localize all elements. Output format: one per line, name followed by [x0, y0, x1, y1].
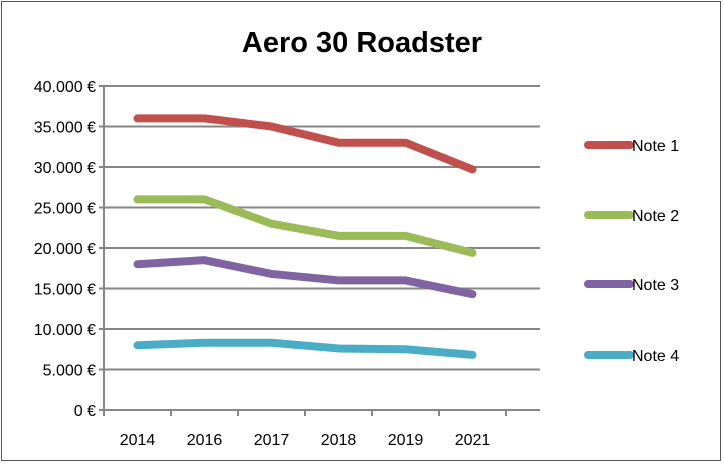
legend-label: Note 4: [632, 348, 679, 365]
x-tick-label: 2018: [321, 432, 357, 449]
x-tick-label: 2014: [120, 432, 156, 449]
y-tick-label: 15.000 €: [34, 282, 96, 299]
series-line-note-2: [133, 195, 477, 257]
series-line-note-1: [133, 114, 477, 174]
legend-label: Note 2: [632, 208, 679, 225]
series-line-note-4: [133, 338, 477, 359]
y-tick-label: 10.000 €: [34, 322, 96, 339]
y-tick-label: 20.000 €: [34, 241, 96, 258]
y-tick-label: 25.000 €: [34, 201, 96, 218]
x-tick-label: 2017: [254, 432, 290, 449]
y-tick-label: 0 €: [74, 403, 96, 420]
y-tick-label: 5.000 €: [43, 363, 96, 380]
y-tick-label: 40.000 €: [34, 79, 96, 96]
series-line-note-3: [133, 256, 477, 299]
chart-title: Aero 30 Roadster: [242, 27, 482, 59]
y-tick-label: 30.000 €: [34, 160, 96, 177]
legend-label: Note 1: [632, 138, 679, 155]
x-tick-label: 2021: [455, 432, 491, 449]
y-tick-label: 35.000 €: [34, 120, 96, 137]
x-tick-label: 2019: [388, 432, 424, 449]
legend-label: Note 3: [632, 277, 679, 294]
x-tick-label: 2016: [187, 432, 223, 449]
